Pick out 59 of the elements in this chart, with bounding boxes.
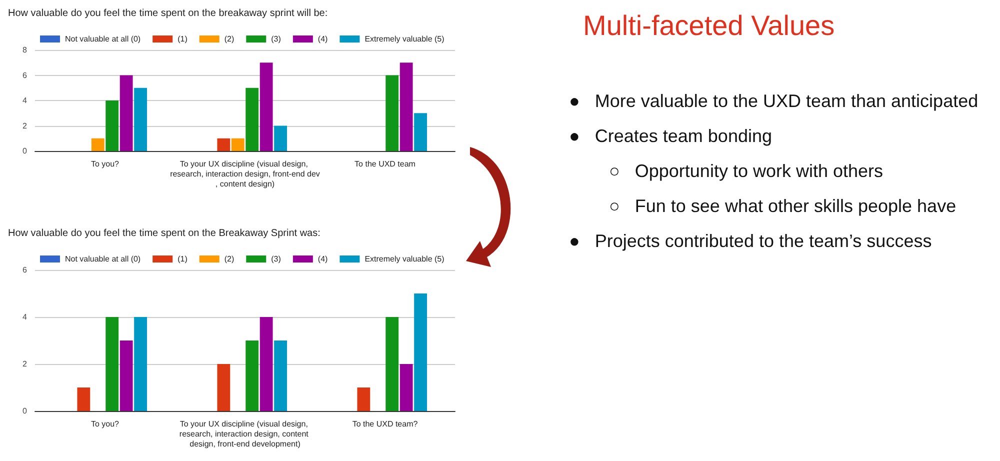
- bar: [386, 317, 399, 411]
- legend-label: (2): [224, 34, 234, 44]
- text: ○ Opportunity to work with others: [608, 160, 884, 183]
- bar: [120, 75, 133, 151]
- chart-title: How valuable do you feel the time spent on the breakaway sprint will be:: [7, 8, 329, 21]
- y-tick-label: 6: [22, 70, 28, 80]
- x-tick-label: To the UXD team?: [352, 420, 418, 428]
- bar: [246, 340, 259, 411]
- bar: [134, 88, 147, 151]
- legend-label: Not valuable at all (0): [65, 254, 141, 264]
- x-tick-label: To your UX discipline (visual design, research, interaction design, front-end dev, content design): [170, 160, 320, 188]
- bar: [120, 340, 133, 411]
- bar: [400, 62, 413, 151]
- x-tick-label: To you?: [90, 160, 120, 168]
- bar: [357, 388, 370, 411]
- bar: [274, 126, 287, 151]
- bar: [274, 340, 287, 411]
- legend-label: (3): [271, 34, 282, 44]
- chart-title: How valuable do you feel the time spent on the Breakaway Sprint was:: [7, 228, 322, 241]
- text: ● Creates team bonding: [569, 125, 773, 148]
- bar: [260, 62, 273, 151]
- bar: [91, 138, 104, 151]
- y-tick-label: 4: [22, 96, 28, 105]
- legend-label: (1): [178, 34, 188, 44]
- text: ● Projects contributed to the team’s success: [569, 230, 933, 253]
- bar: [134, 317, 147, 411]
- y-tick-label: 6: [22, 266, 28, 274]
- legend-label: Not valuable at all (0): [65, 34, 141, 44]
- bar: [106, 100, 119, 151]
- x-tick-label: To the UXD team: [354, 160, 416, 168]
- y-tick-label: 2: [22, 360, 28, 368]
- bar: [106, 317, 119, 411]
- text: ○ Fun to see what other skills people have: [608, 195, 958, 218]
- legend-label: Extremely valuable (5): [364, 34, 445, 44]
- y-tick-label: 2: [22, 121, 28, 130]
- legend-label: (1): [178, 254, 188, 264]
- y-tick-label: 8: [22, 46, 28, 54]
- bar: [246, 88, 259, 151]
- y-tick-label: 4: [22, 312, 28, 322]
- y-tick-label: 0: [22, 406, 28, 416]
- bar: [217, 364, 230, 411]
- text: Multi-faceted Values: [583, 10, 836, 42]
- legend-label: Extremely valuable (5): [364, 254, 445, 264]
- bar: [260, 317, 273, 411]
- bar: [400, 364, 413, 411]
- bar: [231, 138, 244, 151]
- bar: [414, 294, 427, 411]
- legend-label: (2): [224, 254, 234, 264]
- x-tick-label: To your UX discipline (visual design, research, interaction design, content design, front-end development): [179, 420, 311, 448]
- bar: [217, 138, 230, 151]
- legend-label: (4): [318, 34, 328, 44]
- bar: [386, 75, 399, 151]
- y-tick-label: 0: [22, 146, 28, 156]
- text: ● More valuable to the UXD team than anticipated: [569, 90, 980, 113]
- legend-label: (4): [318, 254, 328, 264]
- bar: [77, 388, 90, 411]
- bar: [414, 113, 427, 151]
- legend-label: (3): [271, 254, 282, 264]
- x-tick-label: To you?: [90, 420, 120, 428]
